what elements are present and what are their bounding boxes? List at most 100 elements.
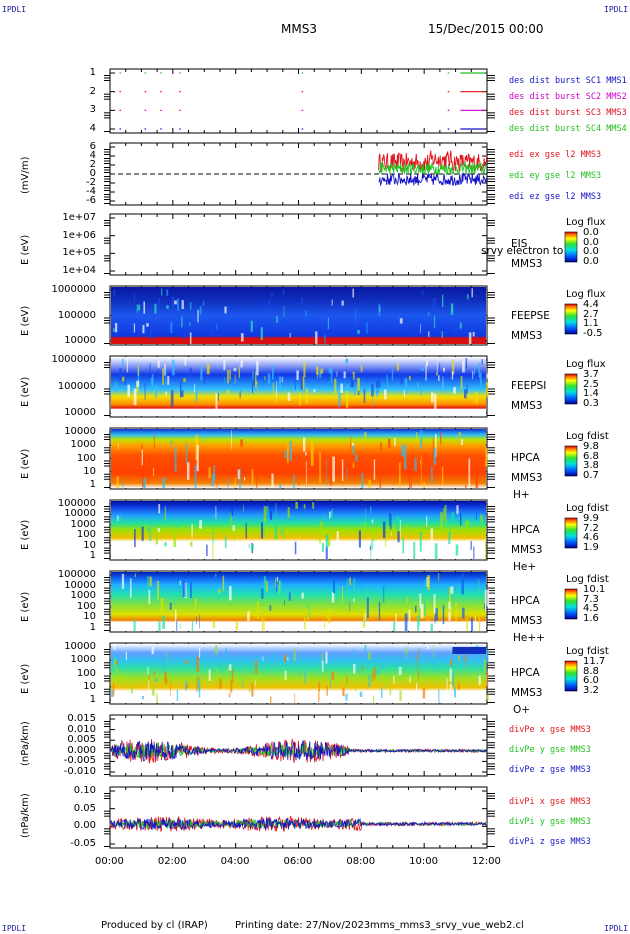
ytick-label: 1 [89, 550, 96, 561]
ytick-label: 1000 [70, 590, 96, 602]
ytick-label: -6 [86, 195, 96, 206]
burst-panel-frame [109, 68, 488, 134]
burst-legend-3: des dist burst SC3 MMS3 [509, 108, 627, 118]
ytick-label: 1 [89, 67, 96, 78]
ytick-label: 10000 [64, 426, 96, 437]
ytick-label: 10000 [64, 407, 96, 418]
eis-panel-colorbar-tick: 0.0 [583, 246, 599, 258]
divpi-legend-2: divPi y gse MMS3 [509, 817, 591, 827]
edi-series-line [378, 171, 488, 187]
edi-panel-ylabel: (mV/m) [20, 156, 31, 195]
xtick-label: 00:00 [95, 856, 124, 867]
hpca-o-panel-spacecraft: MMS3 [511, 687, 543, 699]
ytick-label: 10000 [64, 335, 96, 346]
hpca-he-panel-species: He+ [513, 561, 537, 573]
eis-overlay-text: srvy electron to [481, 245, 564, 257]
hpca-hepp-panel-colorbar-tick: 10.1 [583, 584, 606, 595]
hpca-he-panel-instrument: HPCA [511, 524, 540, 536]
ytick-label: 0.005 [67, 734, 96, 746]
ytick-label: 10 [83, 465, 96, 477]
ytick-label: 0.00 [73, 820, 96, 832]
hpca_hepp-panel-ylabel: E (eV) [20, 591, 31, 622]
feepsi-panel-colorbar-title: Log flux [566, 359, 606, 370]
ytick-label: 1000 [70, 439, 96, 451]
xtick-label: 12:00 [472, 856, 501, 867]
xtick-label: 10:00 [409, 856, 438, 867]
ytick-label: -2 [86, 177, 96, 188]
corner-mark-bottom-left: IPDLI [2, 924, 27, 933]
footer-printing-date: Printing date: 27/Nov/2023 [235, 920, 371, 931]
hpca_he-panel-ylabel: E (eV) [20, 519, 31, 550]
hpca_h-panel-ylabel: E (eV) [20, 448, 31, 479]
ytick-label: 0.015 [67, 713, 96, 724]
ytick-label: 100 [76, 529, 96, 541]
divpi-series-line [109, 815, 488, 833]
hpca-o-panel-species: O+ [513, 704, 531, 716]
divpe-legend-2: divPe y gse MMS3 [509, 745, 591, 755]
ytick-label: 100000 [57, 569, 96, 580]
hpca-o-panel-colorbar-title: Log fdist [566, 646, 609, 657]
hpca-hepp-panel-colorbar [564, 588, 578, 620]
ytick-label: 2 [89, 85, 96, 97]
feepse-panel-colorbar-tick: 1.1 [583, 318, 599, 330]
feepsi-panel-ylabel: E (eV) [20, 376, 31, 407]
date-title: 15/Dec/2015 00:00 [428, 22, 544, 36]
hpca-hepp-panel-species: He++ [513, 632, 545, 644]
hpca-h-panel-colorbar-tick: 6.8 [583, 450, 599, 462]
hpca-hepp-panel-spacecraft: MMS3 [511, 615, 543, 627]
eis-panel-colorbar-title: Log flux [566, 217, 606, 228]
edi-legend-1: edi ex gse l2 MMS3 [509, 150, 602, 160]
ytick-label: 1 [89, 694, 96, 705]
xtick-label: 06:00 [283, 856, 313, 867]
divpi-panel-ylabel: (nPa/km) [20, 792, 31, 838]
hpca_hepp-spectrogram [111, 572, 486, 631]
feepse-panel-colorbar-tick: 4.4 [583, 299, 599, 310]
hpca-h-panel-colorbar-tick: 3.8 [583, 460, 599, 472]
feepse-spectrogram [111, 287, 486, 344]
edi-legend-2: edi ey gse l2 MMS3 [509, 171, 602, 181]
ytick-label: 1e+07 [62, 212, 96, 223]
ytick-label: 1e+05 [62, 247, 96, 259]
feepse-panel-colorbar-tick: -0.5 [583, 328, 603, 340]
hpca-he-panel-colorbar-tick: 4.6 [583, 532, 599, 544]
hpca-he-panel-colorbar-tick: 9.9 [583, 513, 599, 524]
feepse-panel-colorbar-tick: 2.7 [583, 308, 599, 320]
eis-panel-spacecraft: MMS3 [511, 258, 543, 270]
feepse-panel-spacecraft: MMS3 [511, 330, 543, 342]
divpe-series-line [109, 737, 488, 765]
divpe-legend-3: divPe z gse MMS3 [509, 765, 591, 775]
ytick-label: 6 [89, 141, 96, 152]
hpca_he-spectrogram [111, 501, 486, 559]
feepsi-panel-colorbar-tick: 1.4 [583, 388, 599, 400]
eis-panel-instrument: EIS [511, 238, 528, 250]
hpca_h-spectrogram [111, 429, 486, 488]
hpca-hepp-panel-colorbar-tick: 1.6 [583, 613, 599, 625]
eis-panel-colorbar-tick: 0.0 [583, 227, 599, 238]
ytick-label: 0 [89, 168, 96, 179]
hpca-o-panel-colorbar-tick: 6.0 [583, 675, 599, 687]
feepsi-panel-colorbar [564, 373, 578, 405]
ytick-label: 4 [89, 150, 96, 161]
divpi-legend-1: divPi x gse MMS3 [509, 797, 591, 807]
hpca-hepp-panel-colorbar-tick: 4.5 [583, 603, 599, 615]
footer-filename: mms_mms3_srvy_vue_web2.cl [370, 920, 524, 931]
ytick-label: 10000 [64, 579, 96, 591]
ytick-label: 100 [76, 600, 96, 612]
feepsi-panel-colorbar-tick: 3.7 [583, 369, 599, 380]
ytick-label: 100000 [57, 380, 96, 392]
ytick-label: 1000 [70, 518, 96, 530]
burst-legend-1: des dist burst SC1 MMS1 [509, 76, 627, 86]
hpca-o-panel-colorbar-tick: 3.2 [583, 685, 599, 697]
xtick-label: 04:00 [220, 856, 250, 867]
feepsi-panel-instrument: FEEPSI [511, 380, 547, 392]
edi-series-line [378, 161, 488, 176]
ytick-label: 10 [83, 539, 96, 551]
feepsi-panel-colorbar-tick: 0.3 [583, 398, 599, 410]
ytick-label: 10000 [64, 641, 96, 652]
eis-panel-colorbar [564, 231, 578, 263]
ytick-label: 10 [83, 680, 96, 692]
hpca-he-panel-colorbar-tick: 1.9 [583, 542, 599, 554]
ytick-label: 100000 [57, 309, 96, 321]
footer-produced: Produced by cl (IRAP) [101, 920, 208, 931]
feepse-panel-colorbar-title: Log flux [566, 289, 606, 300]
